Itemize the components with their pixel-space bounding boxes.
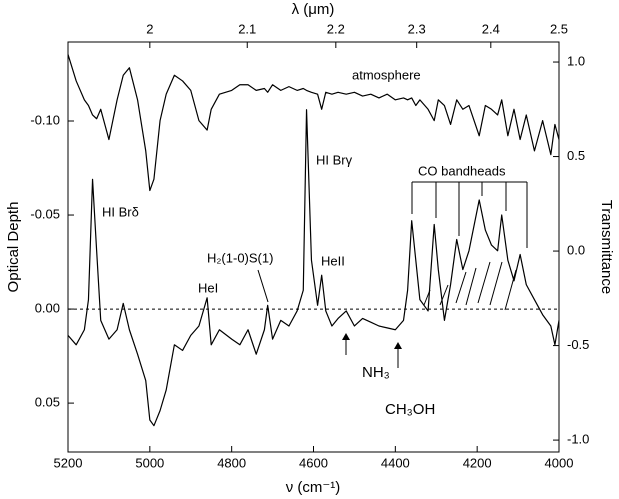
series-label: atmosphere	[352, 67, 421, 82]
y2-tick-label: 0.5	[567, 148, 585, 163]
spectrum-line	[67, 109, 560, 427]
annotation: HI Brδ	[102, 204, 139, 219]
y2-tick-label: 0.0	[567, 243, 585, 258]
x-tick-label: 4600	[299, 455, 328, 470]
top-x-tick-label: 2	[146, 21, 153, 36]
x-tick-label: 4000	[545, 455, 574, 470]
x-tick-label: 5000	[135, 455, 164, 470]
top-axis-title: λ (μm)	[292, 1, 335, 18]
y-tick-label: -0.05	[30, 206, 60, 221]
y-tick-label: 0.00	[35, 301, 60, 316]
y2-tick-label: 1.0	[567, 53, 585, 68]
co-bracket	[411, 181, 528, 311]
annotation: H₂(1-0)S(1)	[207, 250, 273, 265]
x-tick-label: 4800	[217, 455, 246, 470]
annotation: HeI	[198, 280, 218, 295]
top-x-tick-label: 2.5	[550, 21, 568, 36]
annotation: CO bandheads	[418, 163, 506, 178]
top-x-tick-label: 2.3	[408, 21, 426, 36]
y-axis-title: Optical Depth	[5, 202, 22, 293]
y2-tick-label: -0.5	[567, 337, 589, 352]
spectrum-line	[67, 54, 560, 192]
annotation: HI Brγ	[316, 152, 353, 167]
top-x-tick-label: 2.1	[238, 21, 256, 36]
y2-tick-label: -1.0	[567, 432, 589, 447]
annotation-leader	[257, 269, 269, 303]
annotation: NH₃	[362, 364, 390, 381]
y2-axis-title: Transmittance	[598, 200, 615, 294]
x-tick-label: 4200	[463, 455, 492, 470]
y-tick-label: -0.10	[30, 112, 60, 127]
annotation: CH₃OH	[385, 401, 435, 418]
y-tick-label: 0.05	[35, 395, 60, 410]
top-x-tick-label: 2.4	[482, 21, 500, 36]
plot-frame	[67, 41, 560, 453]
x-tick-label: 4400	[381, 455, 410, 470]
annotation: HeII	[321, 253, 345, 268]
top-x-tick-label: 2.2	[327, 21, 345, 36]
x-axis-title: ν (cm⁻¹)	[286, 479, 341, 496]
x-tick-label: 5200	[54, 455, 83, 470]
